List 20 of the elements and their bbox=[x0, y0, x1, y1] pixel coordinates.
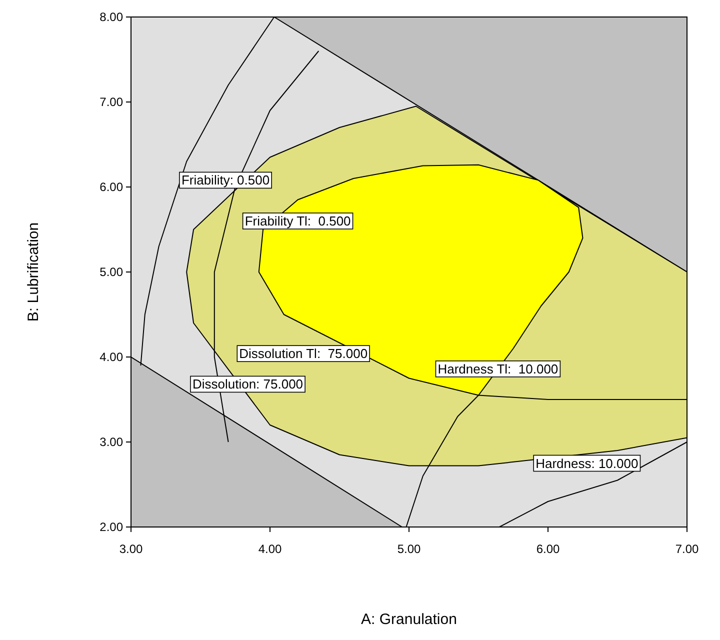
y-tick-label: 4.00 bbox=[100, 350, 124, 364]
y-tick-label: 7.00 bbox=[100, 95, 124, 109]
annotation: Hardness Tl: 10.000 bbox=[438, 361, 558, 376]
x-tick-label: 4.00 bbox=[258, 542, 282, 556]
annotation: Dissolution: 75.000 bbox=[192, 376, 304, 392]
annotation: Friability: 0.500 bbox=[181, 172, 270, 188]
y-tick-label: 6.00 bbox=[100, 180, 124, 194]
y-axis-title: B: Lubrification bbox=[25, 222, 42, 322]
x-tick-label: 6.00 bbox=[536, 542, 560, 556]
annotation: Friability Tl: 0.500 bbox=[244, 214, 351, 228]
y-tick-label: 3.00 bbox=[100, 435, 124, 449]
x-tick-label: 7.00 bbox=[675, 542, 699, 556]
y-tick-label: 2.00 bbox=[100, 520, 124, 534]
y-tick-label: 5.00 bbox=[100, 265, 124, 279]
annotation: Dissolution Tl: 75.000 bbox=[239, 346, 368, 362]
x-tick-label: 3.00 bbox=[119, 542, 143, 556]
y-tick-label: 8.00 bbox=[100, 10, 124, 24]
x-axis-title: A: Granulation bbox=[361, 611, 457, 628]
annotation: Hardness: 10.000 bbox=[536, 456, 638, 471]
x-tick-label: 5.00 bbox=[397, 542, 421, 556]
